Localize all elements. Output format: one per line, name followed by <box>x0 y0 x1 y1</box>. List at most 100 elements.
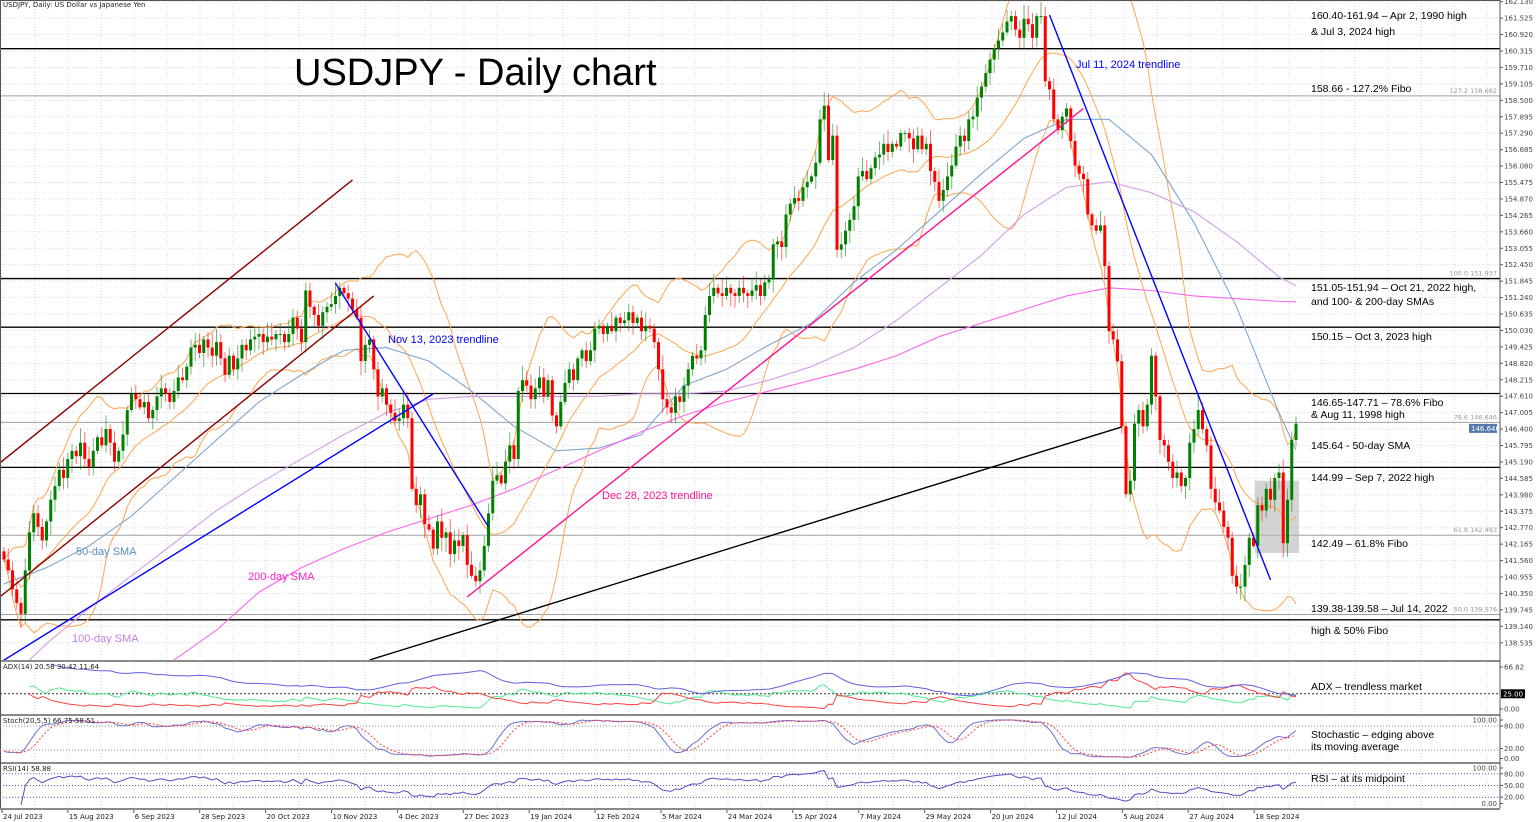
candle-body <box>648 325 652 329</box>
candle <box>376 361 380 411</box>
candle <box>1065 103 1068 125</box>
price-tick-label: 151.240 <box>1504 294 1533 302</box>
candle <box>440 508 444 551</box>
candle <box>189 339 193 375</box>
candle-body <box>219 342 223 359</box>
price-tick-label: 142.770 <box>1504 524 1533 532</box>
candle <box>567 362 571 389</box>
candle-body <box>1086 179 1090 215</box>
nov13-trendline-label: Nov 13, 2023 trendline <box>388 334 499 346</box>
trendline <box>0 179 353 464</box>
candle <box>57 462 61 491</box>
candle-body <box>1035 16 1039 38</box>
candle <box>810 173 813 185</box>
price-tick-label: 147.005 <box>1504 409 1533 417</box>
candle-body <box>91 450 95 468</box>
candle <box>946 162 949 197</box>
candle-body <box>223 358 227 375</box>
candle <box>754 271 758 300</box>
candle <box>402 394 405 426</box>
candle <box>380 379 384 403</box>
candle <box>87 446 91 476</box>
price-tick-label: 150.635 <box>1504 311 1533 319</box>
candle-body <box>1196 410 1200 430</box>
candle <box>640 310 643 341</box>
candle <box>2 546 6 562</box>
candle <box>525 370 529 392</box>
candle-body <box>385 388 388 405</box>
candle-body <box>474 575 478 582</box>
candle <box>623 311 626 329</box>
candle <box>1196 395 1200 436</box>
candle-body <box>291 317 295 334</box>
date-tick-label: 5 Aug 2024 <box>1123 813 1164 821</box>
candle <box>559 395 563 430</box>
candle-body <box>644 325 648 332</box>
annotation-144: 144.99 – Sep 7, 2022 high <box>1311 471 1434 485</box>
candle-body <box>62 469 65 478</box>
candle-body <box>28 532 31 571</box>
candle <box>1048 76 1051 101</box>
candle-body <box>1218 502 1221 511</box>
candle <box>397 408 401 432</box>
candle-body <box>975 97 979 117</box>
candle <box>151 406 155 430</box>
candle <box>950 153 954 190</box>
rsi-bottom-border <box>0 808 1500 810</box>
candle-body <box>108 429 112 443</box>
candle <box>555 412 558 434</box>
candle <box>198 333 201 359</box>
candle-body <box>1107 266 1111 332</box>
candle <box>941 178 945 213</box>
candle <box>784 204 788 258</box>
candle <box>202 336 206 368</box>
candle-body <box>1201 410 1204 430</box>
candle <box>219 334 223 366</box>
candle <box>236 345 240 380</box>
candle-body <box>610 325 614 332</box>
candle <box>963 128 966 153</box>
candle-body <box>1120 361 1124 427</box>
candle <box>856 167 860 221</box>
candle-body <box>427 524 431 530</box>
candle <box>848 212 852 244</box>
candle <box>1218 489 1221 514</box>
last-price-badge <box>1469 423 1497 433</box>
candle <box>427 514 431 533</box>
annotation-151: 151.05-151.94 – Oct 21, 2022 high, and 10… <box>1311 281 1476 309</box>
price-tick-label: 143.980 <box>1504 491 1533 499</box>
candle-body <box>924 143 928 150</box>
candle <box>763 274 767 301</box>
annotation-text: 158.66 - 127.2% Fibo <box>1311 83 1412 95</box>
stoch-bottom-border <box>0 762 1500 764</box>
candle-body <box>1014 16 1017 30</box>
candle <box>563 369 567 406</box>
candle <box>818 109 822 166</box>
candle <box>1150 348 1153 415</box>
candle <box>788 198 792 222</box>
candle-body <box>1192 429 1196 443</box>
candle <box>321 305 325 340</box>
candle-body <box>661 369 665 400</box>
candle-body <box>542 377 546 397</box>
candle-body <box>261 333 265 343</box>
fibo-level-label: 127.2 158.662 <box>1449 87 1497 95</box>
candle <box>725 276 728 301</box>
candle-body <box>865 170 869 180</box>
candle <box>729 284 733 307</box>
candle-body <box>1056 119 1060 131</box>
price-tick-label: 159.105 <box>1504 80 1533 88</box>
candle-body <box>937 181 941 201</box>
candle-body <box>172 391 176 402</box>
date-tick-label: 12 Feb 2024 <box>596 813 640 821</box>
candle-body <box>342 287 346 294</box>
candle-body <box>1099 225 1102 231</box>
price-tick-label: 162.130 <box>1504 0 1533 6</box>
candle-body <box>1179 472 1183 487</box>
candle-body <box>270 336 274 340</box>
candle-body <box>780 241 784 248</box>
candle-body <box>45 521 48 541</box>
candle <box>1239 573 1243 600</box>
candle-body <box>1158 396 1162 440</box>
candle <box>1184 475 1187 499</box>
